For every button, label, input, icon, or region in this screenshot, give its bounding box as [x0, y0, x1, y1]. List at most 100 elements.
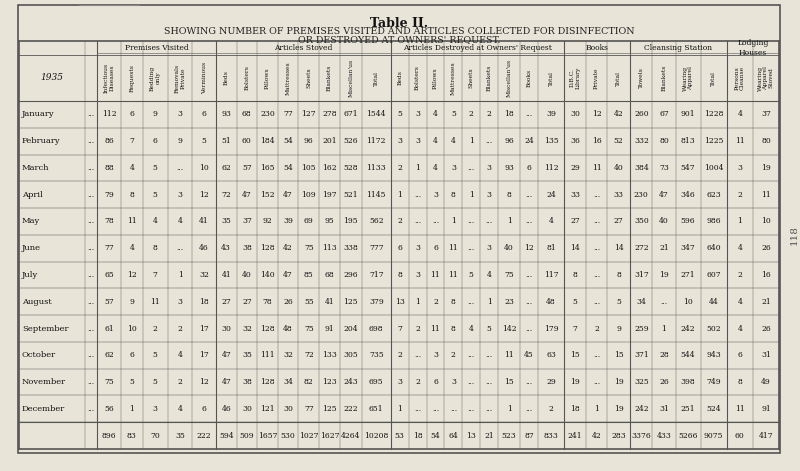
Text: 222: 222 [197, 431, 211, 439]
Text: 6: 6 [153, 137, 158, 145]
Text: 88: 88 [104, 164, 114, 172]
Text: 1: 1 [506, 218, 511, 226]
Text: 6: 6 [433, 378, 438, 386]
Text: 41: 41 [199, 218, 209, 226]
Text: Miscellan'us: Miscellan'us [506, 59, 512, 97]
Text: 1: 1 [415, 298, 420, 306]
Text: ...: ... [88, 164, 95, 172]
Text: Articles Stoved: Articles Stoved [274, 44, 333, 52]
Text: 4: 4 [486, 271, 492, 279]
Text: September: September [22, 325, 69, 333]
Text: April: April [22, 191, 42, 199]
Text: 230: 230 [260, 110, 275, 118]
Text: Miscellan'us: Miscellan'us [348, 59, 354, 97]
Text: 77: 77 [283, 110, 293, 118]
Text: 2: 2 [549, 405, 554, 413]
Text: 14: 14 [570, 244, 580, 252]
Text: January: January [22, 110, 54, 118]
Text: ...: ... [88, 191, 95, 199]
Text: 117: 117 [544, 271, 558, 279]
Text: 92: 92 [262, 218, 272, 226]
Text: 27: 27 [242, 298, 252, 306]
Text: ...: ... [526, 325, 533, 333]
Text: 195: 195 [343, 218, 358, 226]
Text: 1228: 1228 [704, 110, 723, 118]
Text: 833: 833 [544, 431, 558, 439]
Text: ...: ... [593, 351, 600, 359]
Text: 80: 80 [659, 137, 669, 145]
Text: 19: 19 [614, 378, 623, 386]
Text: 317: 317 [634, 271, 649, 279]
Text: Table II.: Table II. [370, 17, 428, 30]
Text: ...: ... [88, 244, 95, 252]
Text: ...: ... [88, 271, 95, 279]
Text: ...: ... [88, 218, 95, 226]
Text: 11: 11 [127, 218, 137, 226]
Text: 128: 128 [260, 325, 275, 333]
Text: 698: 698 [369, 325, 383, 333]
Text: 33: 33 [614, 191, 624, 199]
Text: 260: 260 [634, 110, 649, 118]
Text: 12: 12 [127, 271, 137, 279]
Text: 5266: 5266 [678, 431, 698, 439]
Text: 31: 31 [761, 351, 771, 359]
Text: 3: 3 [415, 244, 420, 252]
Text: Total: Total [549, 71, 554, 86]
Text: ...: ... [593, 378, 600, 386]
Text: 278: 278 [322, 110, 337, 118]
Text: 398: 398 [681, 378, 695, 386]
Text: 15: 15 [504, 378, 514, 386]
Text: 3: 3 [738, 164, 742, 172]
Text: 9: 9 [616, 325, 621, 333]
Text: 42: 42 [592, 431, 602, 439]
Text: Infectious
Diseases: Infectious Diseases [104, 63, 114, 93]
Text: 222: 222 [343, 405, 358, 413]
Text: 11: 11 [592, 164, 602, 172]
Text: 7: 7 [573, 325, 578, 333]
Text: 40: 40 [242, 271, 252, 279]
Text: 125: 125 [322, 405, 337, 413]
Text: 6: 6 [526, 164, 531, 172]
Text: 3: 3 [397, 137, 402, 145]
Text: 204: 204 [343, 325, 358, 333]
Text: 38: 38 [242, 378, 252, 386]
Text: 45: 45 [524, 351, 534, 359]
Text: ...: ... [432, 218, 439, 226]
Text: Lodging
Houses: Lodging Houses [737, 40, 769, 57]
Text: 943: 943 [706, 351, 721, 359]
Text: 4: 4 [433, 164, 438, 172]
Text: 62: 62 [104, 351, 114, 359]
Text: 379: 379 [369, 298, 384, 306]
Text: 6: 6 [130, 110, 134, 118]
Text: 26: 26 [761, 244, 770, 252]
Text: May: May [22, 218, 40, 226]
Text: 4: 4 [130, 244, 134, 252]
Text: 17: 17 [199, 351, 209, 359]
Text: 346: 346 [681, 191, 695, 199]
Text: 8: 8 [451, 325, 456, 333]
Text: 49: 49 [761, 378, 770, 386]
Text: ...: ... [486, 137, 493, 145]
Text: 528: 528 [343, 164, 358, 172]
Text: 121: 121 [260, 405, 275, 413]
Text: 43: 43 [222, 244, 231, 252]
Text: 6: 6 [130, 351, 134, 359]
Text: 81: 81 [546, 244, 556, 252]
Text: 10: 10 [127, 325, 137, 333]
Text: Towels: Towels [639, 67, 644, 89]
Text: ...: ... [526, 378, 533, 386]
Text: 8: 8 [738, 378, 742, 386]
Text: 4: 4 [178, 405, 182, 413]
Text: 83: 83 [127, 431, 137, 439]
Text: August: August [22, 298, 52, 306]
Text: 6: 6 [433, 244, 438, 252]
Text: 1133: 1133 [366, 164, 386, 172]
Text: 2: 2 [451, 351, 456, 359]
Text: Beds: Beds [397, 71, 402, 85]
Text: 46: 46 [222, 405, 231, 413]
Text: Bolsters: Bolsters [415, 65, 420, 90]
Text: June: June [22, 244, 41, 252]
Text: 4: 4 [433, 110, 438, 118]
Text: 1: 1 [594, 405, 599, 413]
Text: ...: ... [593, 218, 600, 226]
